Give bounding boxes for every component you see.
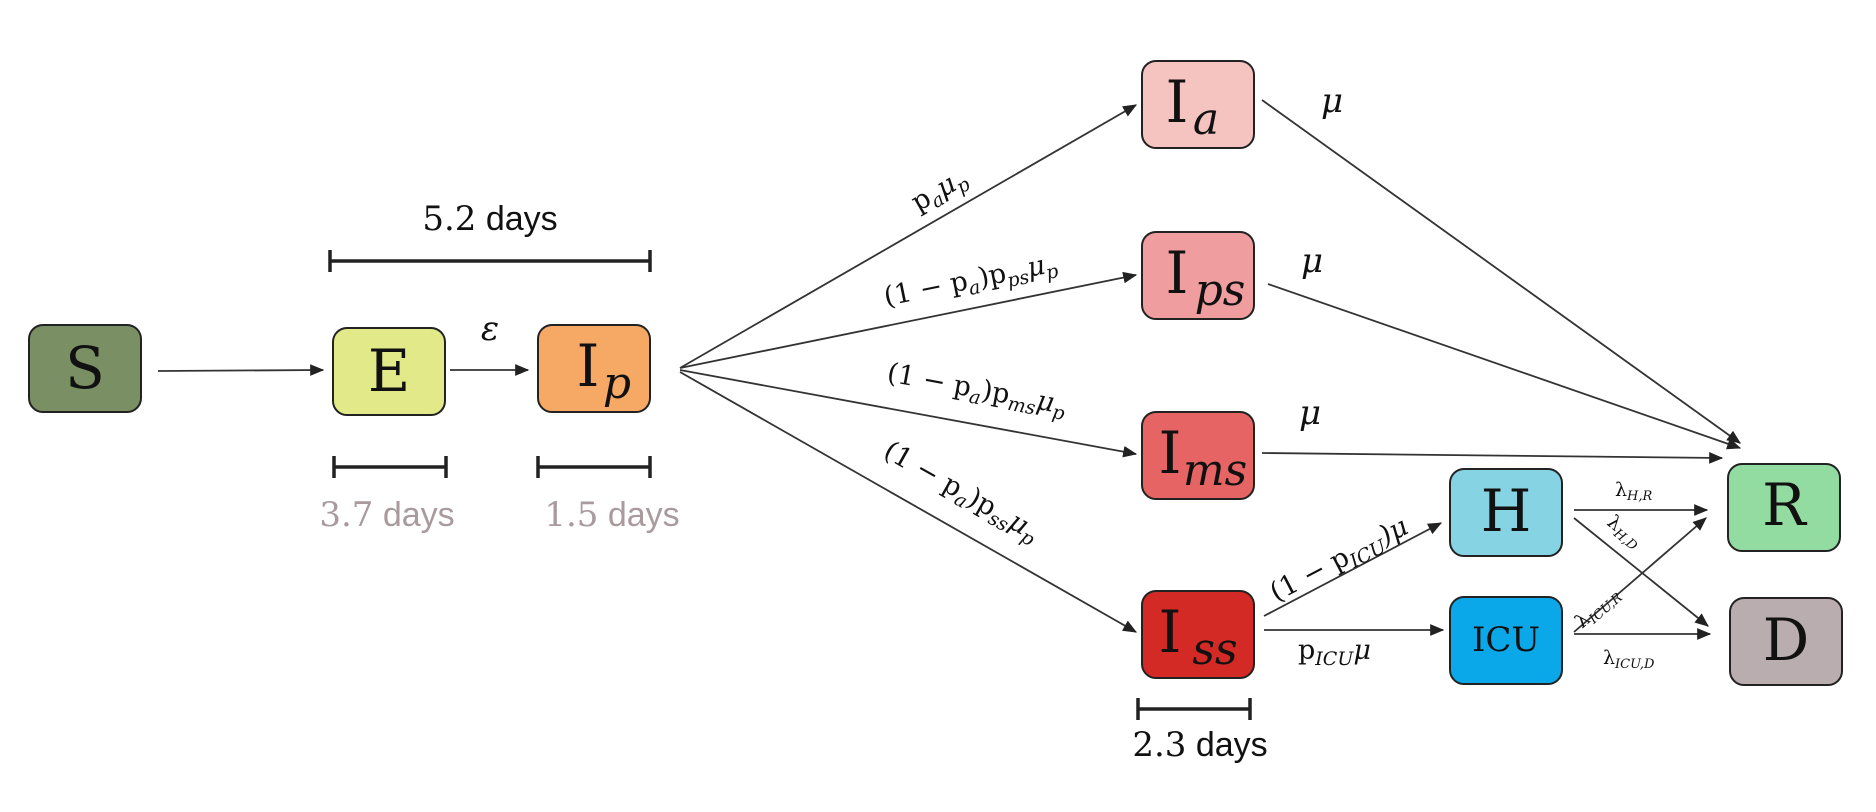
bracket-presymptomatic	[536, 456, 652, 478]
node-E: E	[332, 327, 446, 416]
edge-Iss-H	[1263, 522, 1443, 617]
node-ICU-box	[1449, 596, 1563, 685]
node-R-box	[1727, 463, 1841, 552]
node-Ips-box	[1141, 231, 1255, 320]
node-Ips: I ps	[1141, 231, 1255, 320]
bracket-incubation	[328, 250, 652, 272]
node-Iss-box	[1141, 590, 1255, 679]
rate-lambda-ICUD: λICU,D	[1603, 647, 1655, 672]
edge-Ims-R	[1261, 452, 1724, 464]
edge-S-E	[157, 364, 325, 376]
edge-ICU-R	[1573, 517, 1707, 633]
node-D: D	[1729, 597, 1843, 686]
node-Ia-box	[1141, 60, 1255, 149]
node-Ims: I ms	[1141, 411, 1255, 500]
duration-exposed: 3.7 days	[319, 456, 455, 535]
node-E-label: E	[368, 337, 410, 405]
node-Ip-label: I	[577, 332, 600, 400]
rate-mu-Ia: μ	[1321, 81, 1343, 121]
rate-pa-mu-p: paμp	[906, 162, 974, 221]
rate-mu-Ims: μ	[1299, 393, 1321, 433]
node-S-label: S	[65, 334, 105, 402]
duration-incubation: 5.2 days	[328, 199, 652, 272]
bracket-severe	[1136, 698, 1252, 720]
node-H-label: H	[1481, 477, 1532, 545]
node-S: S	[28, 324, 142, 413]
duration-incubation-label: 5.2 days	[422, 199, 557, 239]
node-Ia-label: I	[1166, 68, 1189, 136]
duration-presymptomatic: 1.5 days	[536, 456, 680, 535]
duration-severe: 2.3 days	[1132, 698, 1268, 765]
rate-to-H: (1 − pICU)μ	[1265, 511, 1415, 612]
rate-mu-Ips: μ	[1301, 241, 1323, 281]
node-ICU-label: ICU	[1472, 620, 1540, 660]
node-R-label: R	[1762, 471, 1808, 539]
rate-lambda-HD: λH,D	[1601, 511, 1647, 555]
node-ICU: ICU	[1449, 596, 1563, 685]
bracket-exposed	[332, 456, 448, 478]
node-Ips-label: I	[1166, 239, 1189, 307]
edge-Ia-R	[1261, 99, 1741, 444]
edge-H-D	[1573, 517, 1709, 627]
node-H-box	[1449, 468, 1563, 557]
node-Ip: I p	[537, 324, 651, 413]
node-S-box	[28, 324, 142, 413]
node-Ia: I a	[1141, 60, 1255, 149]
node-Iss-subscript: ss	[1192, 624, 1237, 675]
node-Ip-subscript: p	[603, 358, 631, 409]
edge-Ip-Ips	[679, 271, 1138, 369]
rate-lambda-HR: λH,R	[1615, 479, 1653, 504]
node-Ip-box	[537, 324, 651, 413]
node-Ims-subscript: ms	[1183, 445, 1247, 496]
rate-epsilon: ε	[481, 309, 499, 349]
node-Ims-box	[1141, 411, 1255, 500]
edge-Ip-Iss	[679, 371, 1138, 633]
edge-Ip-Ims	[679, 369, 1138, 458]
rate-to-Ims: (1 − pa)pmsμp	[884, 357, 1069, 424]
rate-to-Iss: (1 − pa)pssμp	[877, 435, 1045, 551]
duration-presymptomatic-label: 1.5 days	[544, 495, 679, 535]
rate-to-Ips: (1 − pa)ppsμp	[881, 247, 1060, 316]
node-R: R	[1727, 463, 1841, 552]
rate-to-ICU: pICUμ	[1298, 635, 1371, 670]
duration-exposed-label: 3.7 days	[319, 495, 454, 535]
node-Ims-label: I	[1159, 419, 1182, 487]
node-Iss-label: I	[1159, 598, 1182, 666]
node-D-box	[1729, 597, 1843, 686]
edge-Ip-Ia	[679, 104, 1138, 369]
node-E-box	[332, 327, 446, 416]
edge-Ips-R	[1267, 283, 1742, 450]
node-D-label: D	[1763, 606, 1810, 674]
node-Ips-subscript: ps	[1195, 265, 1246, 316]
node-Ia-subscript: a	[1193, 94, 1219, 145]
node-H: H	[1449, 468, 1563, 557]
duration-severe-label: 2.3 days	[1132, 725, 1267, 765]
node-Iss: I ss	[1141, 590, 1255, 679]
edges	[157, 99, 1742, 640]
